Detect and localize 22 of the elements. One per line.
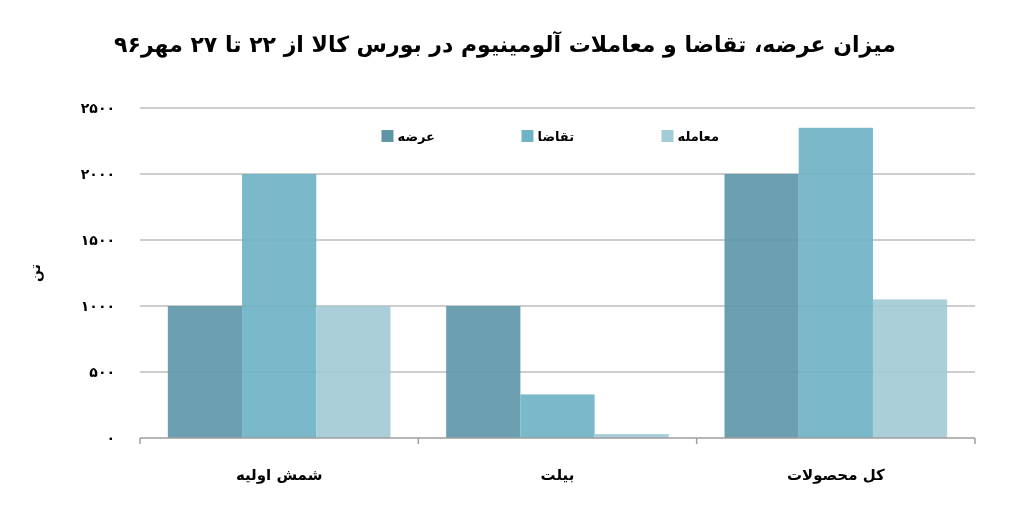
y-tick-label: ۰ bbox=[106, 429, 115, 446]
y-tick-label: ۲۵۰۰ bbox=[80, 99, 115, 116]
y-tick-label: ۱۵۰۰ bbox=[80, 231, 115, 248]
x-tick-label: بیلت bbox=[540, 466, 575, 484]
x-tick-label: شمش اولیه bbox=[235, 466, 323, 484]
bar bbox=[167, 306, 243, 438]
legend-label: معامله bbox=[677, 128, 720, 144]
bar bbox=[242, 174, 317, 438]
x-tick-label: کل محصولات bbox=[786, 466, 886, 484]
chart-title: میزان عرضه، تقاضا و معاملات آلومینیوم در بورس کالا از ۲۲ تا ۲۷ مهر۹۶ bbox=[114, 30, 896, 58]
y-axis-title: تن bbox=[27, 264, 44, 282]
legend-label: تقاضا bbox=[537, 128, 575, 144]
y-tick-label: ۲۰۰۰ bbox=[80, 165, 115, 182]
y-tick-label: ۱۰۰۰ bbox=[80, 297, 115, 314]
bar bbox=[446, 306, 521, 438]
bar bbox=[724, 174, 799, 438]
bar bbox=[872, 299, 948, 438]
y-tick-label: ۵۰۰ bbox=[89, 363, 115, 380]
bar bbox=[520, 394, 595, 438]
bar bbox=[798, 127, 873, 438]
legend-label: عرضه bbox=[397, 128, 435, 144]
bar bbox=[316, 306, 391, 438]
